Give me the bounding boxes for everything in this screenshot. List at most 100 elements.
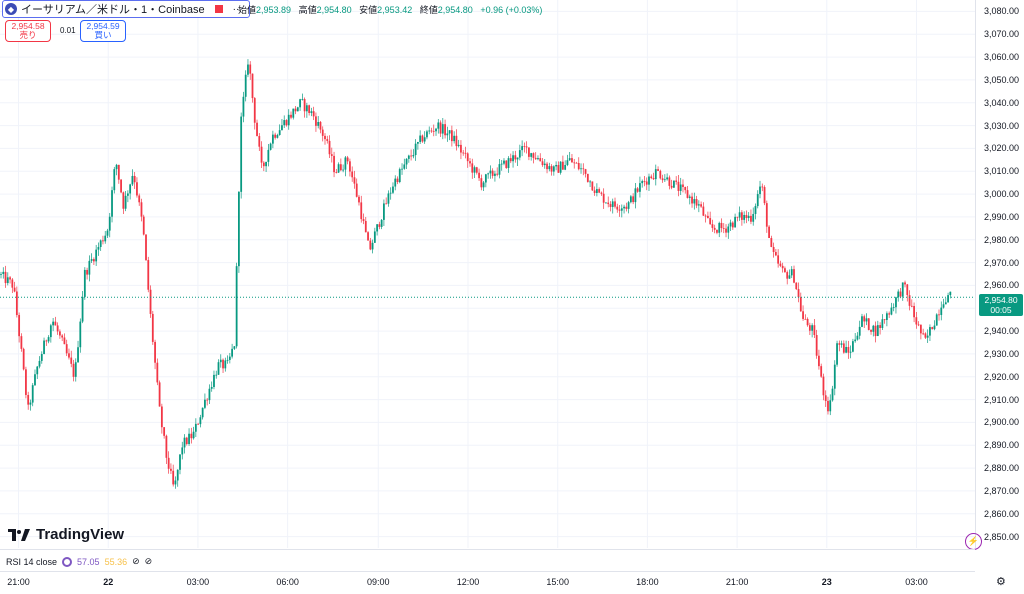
sell-button[interactable]: 2,954.58 売り	[5, 20, 51, 42]
candle-body	[63, 337, 66, 345]
time-axis[interactable]: 21:00 22 03:00 06:00 09:00 12:00 15:00 18:00 21:…	[0, 571, 975, 594]
buy-button[interactable]: 2,954.59 買い	[80, 20, 126, 42]
candle-body	[883, 319, 886, 321]
candle-body	[491, 170, 494, 176]
candle-body	[577, 163, 580, 170]
time-tick-label: 12:00	[456, 577, 480, 587]
ohlc-change: +0.96 (+0.03%)	[480, 5, 543, 15]
candle-body	[156, 362, 159, 383]
candle-body	[863, 316, 866, 322]
time-tick-label: 23	[821, 577, 832, 587]
candle-body	[738, 212, 741, 218]
candle-body	[786, 272, 789, 279]
candle-body	[448, 130, 451, 134]
candle-body	[172, 470, 175, 485]
lightning-icon[interactable]: ⚡	[965, 533, 982, 550]
candle-body	[154, 341, 156, 363]
candle-body	[514, 155, 517, 160]
candle-body	[45, 340, 48, 342]
more-dots-icon[interactable]: ···	[232, 3, 243, 15]
rsi-label: RSI 14 close	[6, 556, 58, 567]
chart-area[interactable]	[0, 0, 975, 548]
ohlc-readout: 始値2,953.89 高値2,954.80 安値2,953.42 終値2,954…	[238, 3, 547, 16]
candle-body	[763, 187, 766, 204]
candle-body	[881, 319, 884, 328]
candle-body	[416, 141, 419, 144]
candle-body	[224, 360, 227, 369]
candle-body	[505, 160, 508, 168]
candle-body	[788, 275, 791, 279]
candle-body	[376, 224, 379, 232]
candle-body	[95, 249, 98, 262]
candle-body	[194, 423, 197, 432]
candle-body	[305, 105, 308, 112]
candle-body	[244, 74, 247, 97]
candle-body	[88, 260, 91, 275]
candle-body	[344, 157, 347, 170]
candle-body	[641, 181, 644, 184]
candle-body	[337, 164, 340, 173]
candle-body	[256, 122, 258, 137]
rsi-pane[interactable]: RSI 14 close 57.05 55.36 ⊘ ⊘	[0, 549, 975, 572]
candle-body	[428, 130, 431, 132]
candle-body	[518, 150, 521, 158]
candle-body	[18, 315, 21, 337]
candle-body	[813, 325, 816, 335]
candle-body	[879, 325, 881, 328]
candle-body	[27, 394, 30, 405]
candle-body	[276, 135, 279, 138]
candle-body	[47, 337, 50, 342]
time-tick-label: 06:00	[276, 577, 299, 587]
candle-body	[552, 166, 555, 172]
price-axis[interactable]: 2,850.00 2,860.00 2,870.00 2,880.00 2,890.00…	[975, 0, 1024, 548]
candle-body	[351, 171, 354, 178]
candle-body	[453, 135, 456, 142]
hidden-icon-2[interactable]: ⊘	[144, 556, 153, 566]
candle-body	[158, 382, 161, 407]
candle-body	[546, 163, 548, 170]
candle-body	[584, 169, 587, 174]
candle-body	[740, 212, 743, 220]
candle-body	[335, 172, 338, 173]
candle-body	[559, 161, 562, 173]
candle-body	[935, 314, 938, 326]
ohlc-open-label: 始値	[238, 5, 257, 15]
candle-body	[607, 202, 610, 205]
candle-body	[165, 435, 168, 458]
candle-body	[373, 231, 376, 243]
candle-body	[117, 164, 120, 180]
price-chart[interactable]	[0, 0, 975, 548]
candle-body	[650, 176, 653, 179]
candle-body	[183, 437, 186, 448]
candle-body	[908, 295, 911, 306]
candle-body	[623, 206, 625, 209]
candle-body	[833, 364, 836, 389]
price-tick-label: 3,040.00	[984, 97, 1020, 108]
settings-gear-icon[interactable]: ⚙	[996, 576, 1006, 588]
candle-body	[342, 169, 345, 171]
candle-body	[253, 98, 256, 123]
candle-body	[645, 181, 648, 185]
candle-body	[197, 423, 200, 425]
candle-body	[652, 178, 655, 180]
candle-body	[605, 202, 607, 204]
candle-body	[378, 224, 381, 227]
candle-body	[131, 175, 134, 185]
candle-body	[752, 213, 755, 222]
symbol-legend[interactable]: ◆ イーサリアム／米ドル・1・Coinbase ···	[2, 0, 250, 18]
candle-body	[695, 199, 698, 206]
candle-body	[260, 146, 263, 163]
hidden-icon[interactable]: ⊘	[132, 556, 140, 566]
candle-body	[919, 324, 922, 334]
candle-body	[83, 269, 86, 297]
candle-body	[566, 160, 569, 165]
rsi-settings-icon[interactable]	[62, 556, 73, 567]
candle-body	[629, 196, 632, 203]
tradingview-logo[interactable]: TradingView	[8, 526, 124, 543]
flag-icon[interactable]	[214, 5, 223, 13]
candle-body	[444, 124, 446, 136]
candle-body	[170, 468, 172, 471]
candle-body	[521, 146, 524, 151]
candle-body	[797, 289, 800, 298]
candle-body	[90, 259, 93, 261]
